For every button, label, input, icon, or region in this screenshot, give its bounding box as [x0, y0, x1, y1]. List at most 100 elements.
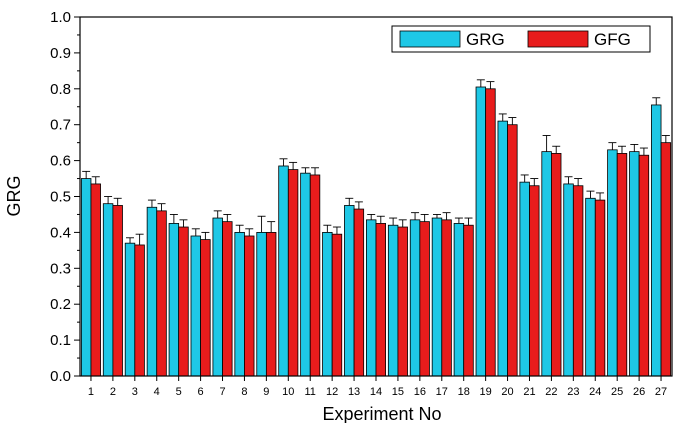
bar-grg-18: [453, 223, 465, 377]
y-tick-label: 0.3: [50, 260, 71, 277]
bar-grg-21: [519, 181, 530, 377]
bar-grg-23: [563, 183, 574, 377]
bars-layer: [80, 79, 672, 377]
bar-gfg-14: [375, 223, 387, 377]
bar-gfg-4: [156, 210, 167, 377]
x-tick-label: 7: [219, 386, 225, 398]
y-tick-label: 0.6: [50, 153, 71, 170]
bar-grg-22: [541, 151, 552, 377]
bar-gfg-15: [397, 226, 408, 377]
y-axis-title: GRG: [4, 175, 24, 216]
bar-grg-3: [124, 242, 136, 377]
x-tick-label: 12: [326, 386, 338, 398]
bar-gfg-23: [572, 185, 584, 377]
bar-grg-17: [431, 217, 443, 377]
bar-gfg-2: [112, 205, 123, 377]
bar-gfg-16: [419, 221, 430, 377]
x-tick-label: 11: [305, 386, 316, 398]
bar-grg-20: [497, 120, 508, 377]
bar-grg-4: [146, 206, 158, 377]
bar-grg-10: [278, 165, 289, 377]
x-tick-label: 20: [501, 386, 513, 398]
legend-label-gfg: GFG: [594, 30, 631, 49]
y-tick-label: 0.5: [50, 189, 71, 206]
x-axis-title: Experiment No: [322, 404, 441, 423]
bar-gfg-9: [265, 231, 277, 377]
bar-gfg-1: [90, 183, 101, 377]
bar-grg-26: [629, 151, 640, 377]
bar-grg-16: [409, 219, 421, 377]
bar-gfg-26: [638, 154, 650, 377]
x-tick-label: 21: [523, 386, 535, 398]
y-tick-label: 0.1: [50, 332, 71, 349]
x-tick-label: 23: [567, 386, 579, 398]
bar-gfg-19: [485, 88, 496, 377]
bar-gfg-7: [222, 221, 233, 377]
bar-grg-13: [344, 205, 355, 377]
bar-gfg-24: [594, 199, 606, 377]
bar-grg-2: [102, 203, 114, 377]
x-tick-label: 6: [198, 386, 204, 398]
bar-gfg-20: [507, 124, 518, 377]
axes-layer: 1 2 3 4 5 6 7 8 9 10 11 12 13 14 15 16 17 18 19 20 21 22 23 24 2…: [50, 9, 673, 398]
legend-swatch-grg: [399, 30, 461, 48]
y-tick-label: 0.2: [50, 296, 71, 313]
x-tick-label: 3: [132, 386, 138, 398]
bar-grg-14: [365, 219, 377, 377]
legend-swatch-gfg: [527, 30, 589, 48]
y-tick-label: 0.0: [50, 368, 71, 385]
y-tick-label: 0.9: [50, 45, 71, 62]
x-tick-label: 13: [348, 386, 360, 398]
x-tick-label: 5: [176, 386, 182, 398]
bar-grg-19: [475, 86, 487, 377]
x-tick-label: 16: [414, 386, 426, 398]
x-tick-label: 1: [88, 386, 94, 398]
legend-label-grg: GRG: [466, 30, 505, 49]
bar-gfg-27: [660, 142, 672, 377]
bar-grg-8: [234, 231, 245, 377]
bar-grg-6: [190, 235, 201, 377]
bar-grg-12: [322, 231, 333, 377]
bar-gfg-13: [353, 208, 365, 377]
bar-grg-1: [80, 178, 92, 377]
y-tick-label: 0.4: [50, 224, 71, 241]
x-tick-label: 26: [633, 386, 645, 398]
x-tick-label: 25: [611, 386, 623, 398]
bar-gfg-8: [244, 235, 255, 377]
bar-gfg-11: [309, 174, 321, 377]
x-tick-label: 14: [370, 386, 382, 398]
bar-gfg-3: [134, 244, 145, 377]
legend: GRG GFG: [391, 25, 651, 53]
bar-grg-15: [387, 224, 399, 377]
x-tick-label: 4: [154, 386, 160, 398]
x-tick-label: 18: [458, 386, 470, 398]
bar-grg-9: [256, 231, 267, 377]
x-tick-label: 2: [110, 386, 116, 398]
bar-gfg-5: [178, 226, 189, 377]
x-tick-label: 9: [263, 386, 269, 398]
bar-gfg-10: [287, 169, 299, 377]
bar-grg-24: [585, 197, 596, 377]
x-tick-label: 17: [436, 386, 448, 398]
bar-grg-27: [651, 104, 662, 377]
y-tick-label: 0.8: [50, 81, 71, 98]
y-tick-label: 1.0: [50, 9, 71, 26]
bar-grg-7: [212, 217, 223, 377]
y-tick-label: 0.7: [50, 117, 71, 134]
bar-grg-5: [168, 223, 180, 377]
x-tick-label: 8: [241, 386, 247, 398]
bar-gfg-22: [551, 153, 562, 377]
bar-gfg-17: [441, 219, 452, 377]
bar-gfg-6: [200, 239, 211, 377]
x-tick-label: 22: [545, 386, 557, 398]
bar-gfg-18: [463, 224, 474, 377]
bar-gfg-12: [331, 233, 343, 377]
x-tick-label: 24: [589, 386, 601, 398]
x-tick-label: 19: [480, 386, 492, 398]
bar-gfg-21: [529, 185, 540, 377]
x-tick-label: 10: [282, 386, 294, 398]
bar-grg-25: [607, 149, 618, 377]
x-tick-label: 15: [392, 386, 404, 398]
